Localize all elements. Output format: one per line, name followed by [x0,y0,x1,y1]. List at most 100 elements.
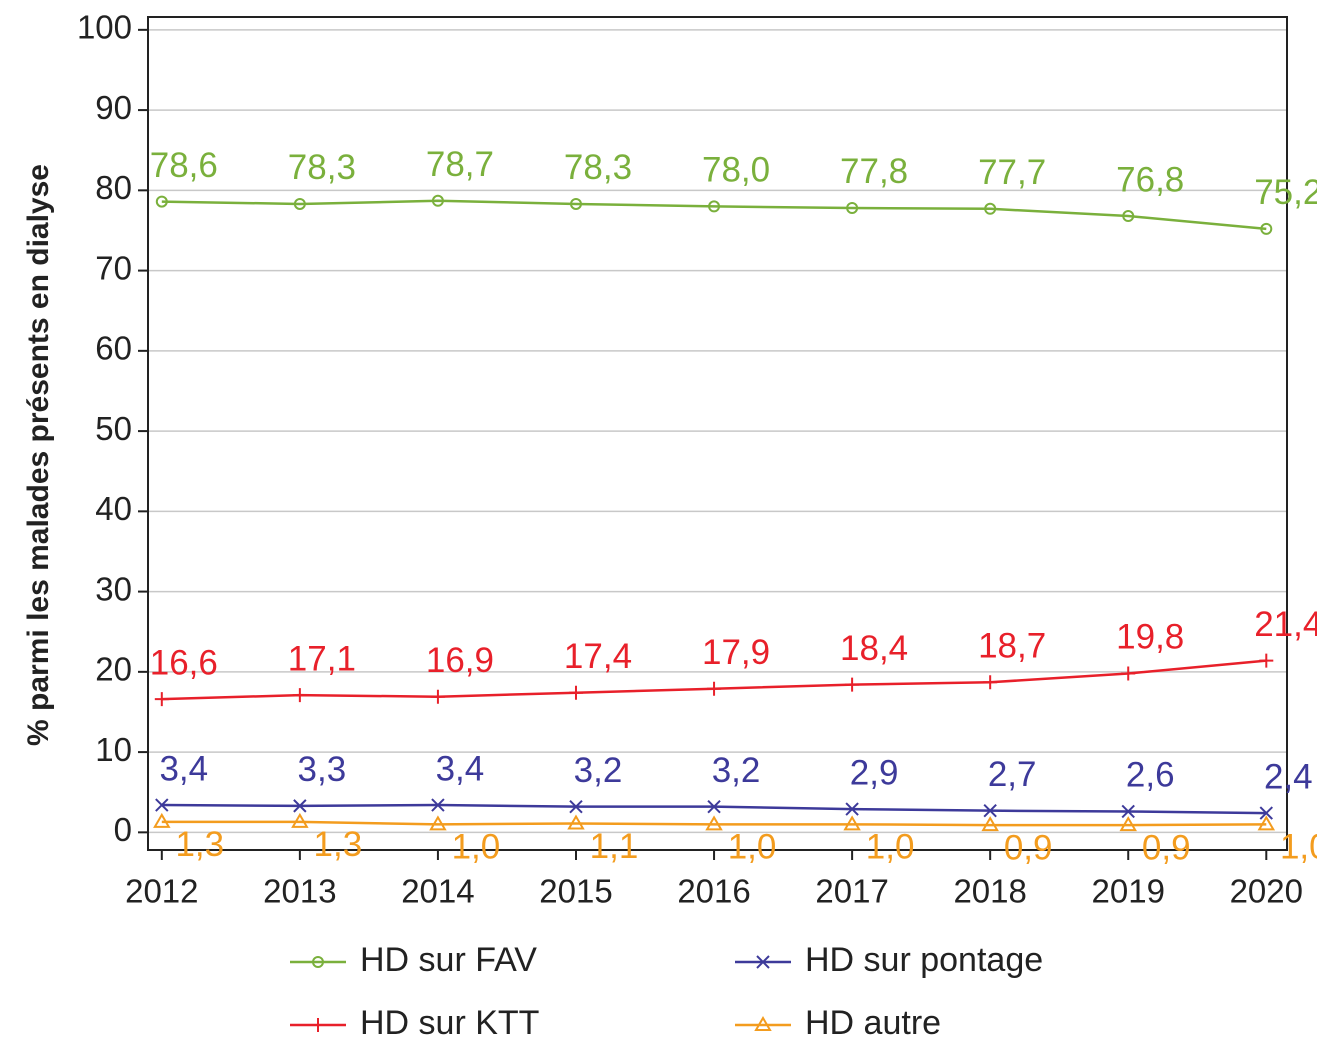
x-tick-label: 2014 [401,873,474,910]
marker [569,197,582,210]
y-tick-label: 40 [95,490,132,527]
value-label: 16,9 [426,641,494,680]
value-label: 1,1 [590,827,639,866]
series-line [161,820,1267,827]
x-tick-label: 2013 [263,873,336,910]
value-label: 3,3 [298,750,347,789]
marker [705,815,723,831]
marker [707,681,722,696]
marker [153,812,171,828]
x-tick-label: 2015 [539,873,612,910]
value-label: 17,4 [564,637,632,676]
marker [1260,222,1273,235]
value-label: 1,0 [728,828,777,867]
legend-marker [756,955,770,969]
marker [431,194,444,207]
marker [983,675,998,690]
y-tick-label: 50 [95,410,132,447]
value-label: 17,9 [702,633,770,672]
value-label: 1,0 [1280,828,1317,867]
marker [431,798,445,812]
x-tick-label: 2012 [125,873,198,910]
marker [568,685,583,700]
marker [984,202,997,215]
value-label: 21,4 [1254,605,1317,644]
marker [293,197,306,210]
value-label: 18,4 [840,629,908,668]
value-label: 17,1 [288,639,356,678]
x-tick-label: 2020 [1230,873,1303,910]
value-label: 2,9 [850,753,899,792]
marker [981,816,999,832]
marker [155,195,168,208]
value-label: 1,0 [866,828,915,867]
value-label: 78,6 [150,146,218,185]
y-tick-label: 80 [95,169,132,206]
marker [708,200,721,213]
marker [846,201,859,214]
marker [291,812,309,828]
marker [293,799,307,813]
value-label: 0,9 [1004,828,1053,867]
marker [155,798,169,812]
y-axis-label: % parmi les malades présents en dialyse [22,164,55,746]
marker [569,799,583,814]
marker [707,799,721,814]
marker [1122,210,1135,223]
value-label: 2,4 [1264,757,1313,796]
marker [1259,653,1274,668]
x-tick-label: 2017 [815,873,888,910]
value-label: 2,6 [1126,756,1175,795]
value-label: 3,2 [574,751,623,790]
x-tick-label: 2019 [1092,873,1165,910]
plot-frame [147,16,1288,851]
value-label: 78,7 [426,145,494,184]
marker [154,692,169,707]
marker [429,815,447,831]
value-label: 3,4 [436,749,485,788]
y-tick-label: 100 [77,9,132,46]
marker [1119,816,1137,832]
legend-marker [312,956,324,968]
marker [845,802,859,816]
marker [1121,666,1136,681]
value-label: 2,7 [988,755,1037,794]
marker [983,803,997,818]
y-tick-label: 20 [95,651,132,688]
marker [292,688,307,703]
value-label: 78,3 [288,148,356,187]
x-tick-label: 2016 [677,873,750,910]
marker [843,815,861,831]
marker [1259,806,1273,820]
y-tick-label: 30 [95,570,132,607]
value-label: 75,2 [1254,173,1317,212]
y-tick-label: 10 [95,731,132,768]
value-label: 76,8 [1116,160,1184,199]
series-line [161,199,1267,231]
value-label: 1,3 [175,825,224,864]
legend-marker [311,1018,325,1032]
value-label: 0,9 [1142,828,1191,867]
marker [1121,804,1135,819]
value-label: 18,7 [978,627,1046,666]
value-label: 3,4 [159,749,208,788]
marker [430,689,445,704]
value-label: 77,8 [840,152,908,191]
x-tick-label: 2018 [953,873,1026,910]
y-tick-label: 90 [95,89,132,126]
marker [1257,815,1276,831]
value-label: 19,8 [1116,618,1184,657]
value-label: 16,6 [150,643,218,682]
legend-label: HD sur FAV [360,941,537,979]
legend-label: HD sur KTT [360,1004,539,1042]
value-label: 77,7 [978,153,1046,192]
y-tick-label: 60 [95,330,132,367]
value-label: 78,3 [564,148,632,187]
legend-marker [754,1016,772,1031]
value-label: 3,2 [712,751,761,790]
y-tick-label: 70 [95,249,132,286]
marker [845,677,860,692]
marker [567,814,585,830]
y-tick-label: 0 [114,811,132,848]
